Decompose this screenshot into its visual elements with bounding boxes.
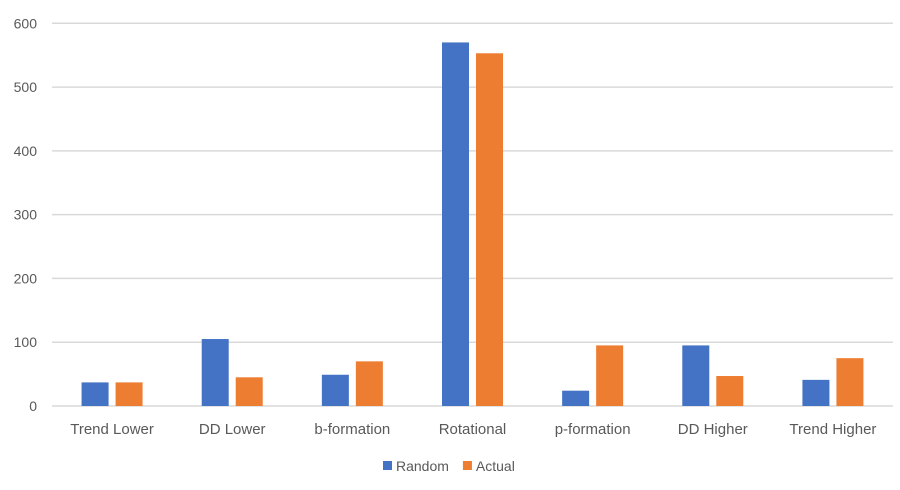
bar-random bbox=[562, 390, 590, 406]
y-tick-label: 600 bbox=[14, 15, 38, 31]
y-tick-label: 200 bbox=[14, 270, 38, 286]
bar-actual bbox=[235, 377, 263, 406]
y-tick-label: 500 bbox=[14, 79, 38, 95]
bar-actual bbox=[716, 376, 744, 406]
y-tick-label: 0 bbox=[29, 398, 37, 414]
bar-random bbox=[682, 345, 710, 406]
legend-swatch-actual bbox=[462, 461, 472, 470]
y-tick-label: 100 bbox=[14, 334, 38, 350]
bar-random bbox=[81, 382, 109, 406]
y-axis-ticks: 0 100 200 300 400 500 600 bbox=[14, 15, 38, 414]
legend-swatch-random bbox=[383, 461, 392, 470]
x-tick-label: b-formation bbox=[314, 421, 390, 438]
bar-random bbox=[321, 374, 349, 406]
bar-actual bbox=[355, 361, 383, 406]
bar-random bbox=[442, 42, 469, 407]
legend-label: Actual bbox=[476, 458, 515, 474]
legend-label: Random bbox=[396, 458, 449, 474]
bar-actual bbox=[836, 358, 864, 406]
bars bbox=[81, 42, 864, 407]
bar-random bbox=[802, 379, 830, 406]
x-tick-label: Trend Lower bbox=[70, 421, 154, 438]
y-tick-label: 400 bbox=[14, 143, 38, 159]
x-tick-label: Trend Higher bbox=[789, 421, 876, 438]
y-tick-label: 300 bbox=[14, 207, 38, 223]
bar-random bbox=[201, 339, 229, 406]
x-tick-label: DD Lower bbox=[199, 421, 266, 438]
x-tick-label: p-formation bbox=[555, 421, 631, 438]
legend: Random Actual bbox=[383, 458, 515, 474]
bar-actual bbox=[115, 382, 143, 406]
bar-actual bbox=[476, 53, 503, 406]
x-tick-label: Rotational bbox=[439, 421, 507, 438]
gridlines bbox=[52, 22, 893, 407]
bar-actual bbox=[596, 345, 624, 406]
x-axis-ticks: Trend Lower DD Lower b-formation Rotational… bbox=[70, 421, 876, 438]
x-tick-label: DD Higher bbox=[678, 421, 748, 438]
